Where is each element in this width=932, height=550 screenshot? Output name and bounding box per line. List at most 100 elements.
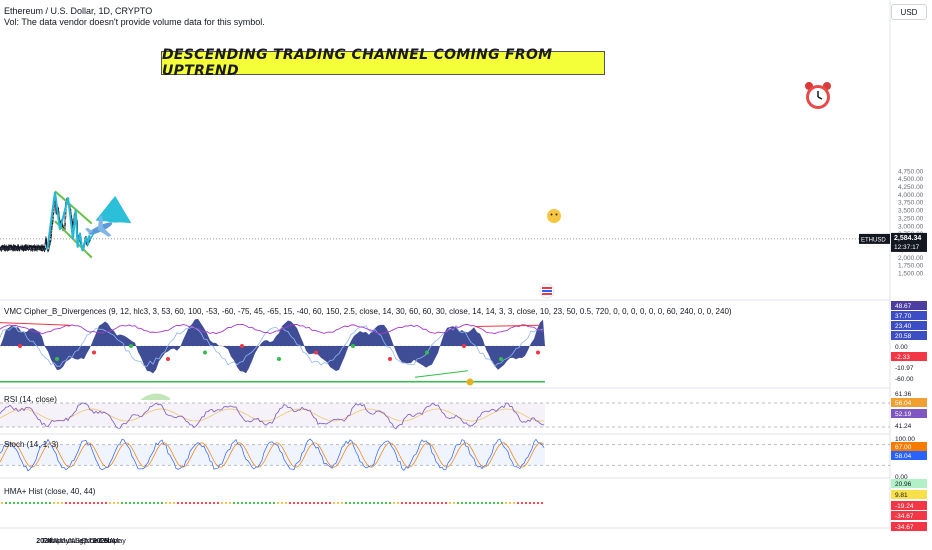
hma-dot <box>36 501 40 505</box>
hma-dot <box>84 501 88 505</box>
y-tick-label: 3,750.00 <box>898 200 924 207</box>
hma-dot <box>104 501 108 505</box>
hma-dot <box>492 501 496 505</box>
x-tick-label: Jul <box>68 538 77 545</box>
rsi-badge-text: 61.36 <box>895 391 912 398</box>
vmc-signal-dot <box>351 344 355 348</box>
x-tick-label: Oct <box>81 538 92 545</box>
stoch-badge-text: 100.00 <box>895 436 915 443</box>
hma-dot <box>432 501 436 505</box>
vmc-wave <box>0 318 545 374</box>
hma-dot <box>480 501 484 505</box>
stoch-badge-text: 67.00 <box>895 444 912 451</box>
hma-dot <box>328 501 332 505</box>
hma-dot <box>212 501 216 505</box>
hma-dot <box>364 501 368 505</box>
stoch-badge <box>891 451 927 460</box>
hma-dot <box>484 501 488 505</box>
hma-dot <box>500 501 504 505</box>
hma-dot <box>316 501 320 505</box>
hma-dot <box>268 501 272 505</box>
rsi-badge-text: 41.24 <box>895 423 912 430</box>
hma-dot <box>256 501 260 505</box>
hma-badge <box>891 511 927 520</box>
hma-badge-text: 9.81 <box>895 492 908 499</box>
hma-dot <box>476 501 480 505</box>
stoch-badge-text: 0.00 <box>895 474 908 481</box>
hma-dot <box>72 501 76 505</box>
hma-dot <box>508 501 512 505</box>
rsi-band <box>0 403 545 427</box>
vmc-label: VMC Cipher_B_Divergences (9, 12, hlc3, 3… <box>4 307 732 316</box>
hma-badge <box>891 490 927 499</box>
hma-dot <box>48 501 52 505</box>
hma-dot <box>448 501 452 505</box>
vmc-badge <box>891 321 927 330</box>
hma-dot <box>96 501 100 505</box>
hma-dot <box>460 501 464 505</box>
hma-dot <box>264 501 268 505</box>
x-tick-label: Apr <box>109 538 121 545</box>
candle-body <box>64 218 66 224</box>
x-tick-label: Jun <box>62 538 73 545</box>
stoch-k-line <box>0 438 545 472</box>
hma-dot <box>224 501 228 505</box>
vmc-badge-text: 20.58 <box>895 333 912 340</box>
hma-dot <box>204 501 208 505</box>
hma-dot <box>124 501 128 505</box>
hma-dot <box>220 501 224 505</box>
hma-dot <box>24 501 28 505</box>
vmc-badge <box>891 301 927 310</box>
hma-dot <box>16 501 20 505</box>
hma-dot <box>524 501 528 505</box>
hma-dot <box>232 501 236 505</box>
zigzag-line <box>46 191 92 252</box>
vmc-signal-dot <box>388 357 392 361</box>
hma-dot <box>60 501 64 505</box>
vmc-badge <box>891 311 927 320</box>
rsi-line <box>0 402 545 430</box>
hma-dot <box>240 501 244 505</box>
hma-dot <box>528 501 532 505</box>
vmc-divergence-line <box>414 370 469 378</box>
hma-dot <box>164 501 168 505</box>
hma-dot <box>248 501 252 505</box>
x-tick-label: Sep <box>76 538 89 545</box>
x-tick-label: Dec <box>90 538 103 545</box>
hma-dot <box>320 501 324 505</box>
hma-badge-text: -19.24 <box>895 503 914 510</box>
hma-dot <box>360 501 364 505</box>
hma-dot <box>56 501 60 505</box>
hma-dot <box>300 501 304 505</box>
hma-dot <box>160 501 164 505</box>
hma-dot <box>116 501 120 505</box>
hma-dot <box>180 501 184 505</box>
vmc-badge-text: 0.00 <box>895 344 908 351</box>
hma-dot <box>348 501 352 505</box>
price-tag <box>891 232 927 252</box>
vmc-signal-dot <box>462 344 466 348</box>
y-tick-label: 1,750.00 <box>898 263 924 270</box>
hma-dot <box>184 501 188 505</box>
x-tick-label: Mar <box>47 538 60 545</box>
hma-dot <box>168 501 172 505</box>
vmc-badge-text: -10.97 <box>895 365 914 372</box>
hma-dot <box>340 501 344 505</box>
stoch-badge <box>891 442 927 451</box>
vmc-signal-dot <box>314 350 318 355</box>
x-tick-label: Apr <box>53 538 65 545</box>
hma-dot <box>396 501 400 505</box>
hma-dot <box>444 501 448 505</box>
hma-dot <box>208 501 212 505</box>
hma-dot <box>292 501 296 505</box>
rsi-badge-text: 52.19 <box>895 411 912 418</box>
vmc-divergence-line <box>0 322 71 326</box>
y-tick-label: 3,000.00 <box>898 223 924 230</box>
projection-arrow <box>95 195 132 224</box>
vmc-signal-dot <box>129 344 133 348</box>
stoch-d-line <box>0 442 545 468</box>
y-tick-label: 3,250.00 <box>898 215 924 222</box>
hma-dot <box>400 501 404 505</box>
currency-button[interactable]: USD <box>891 4 927 20</box>
